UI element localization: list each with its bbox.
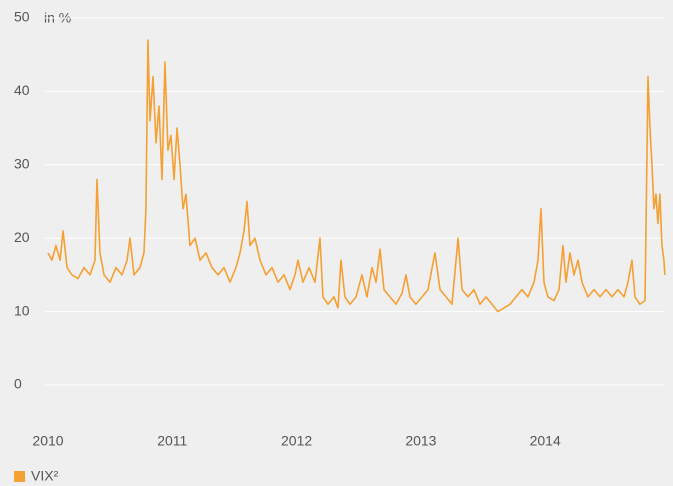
x-tick-label: 2010 bbox=[32, 433, 63, 449]
line bbox=[47, 39, 666, 313]
x-tick-label: 2011 bbox=[157, 433, 187, 449]
y-tick-label: 50 bbox=[14, 9, 30, 25]
x-tick-label: 2012 bbox=[281, 433, 312, 449]
y-tick-label: 20 bbox=[14, 229, 30, 245]
y-tick-label: 30 bbox=[14, 156, 30, 172]
y-tick-label: 0 bbox=[14, 376, 22, 392]
y-tick-label: 10 bbox=[14, 302, 30, 318]
legend-label: VIX² bbox=[31, 468, 59, 484]
x-tick-label: 2013 bbox=[405, 433, 436, 449]
legend-swatch bbox=[14, 471, 25, 482]
y-tick-label: 40 bbox=[14, 82, 30, 98]
x-tick-label: 2014 bbox=[530, 433, 561, 449]
